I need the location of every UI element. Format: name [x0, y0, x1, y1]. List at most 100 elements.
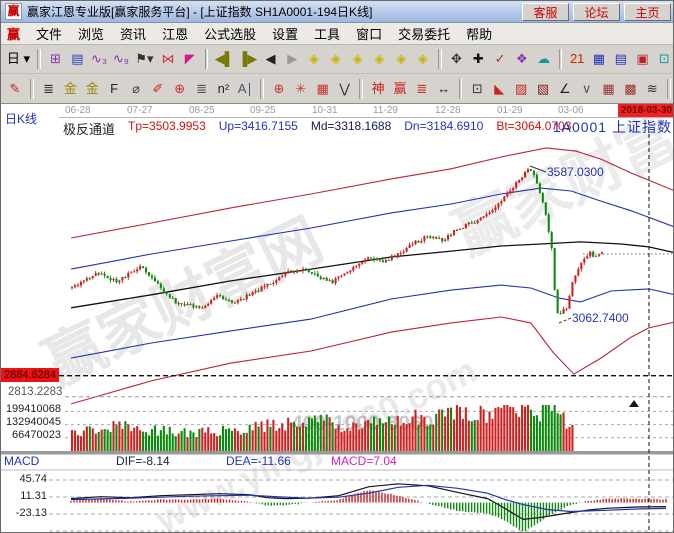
- menu-item-7[interactable]: 工具: [314, 27, 341, 42]
- measure-pencil-icon[interactable]: ✐: [148, 78, 168, 100]
- toolbar-separator: [260, 79, 265, 99]
- date-axis-tick: 07-27: [127, 105, 153, 116]
- v-lines-icon[interactable]: ∨: [577, 78, 597, 100]
- volume-axis-tick: 199410068: [5, 403, 61, 415]
- channel-param-1: Tp=3503.9953: [128, 119, 206, 133]
- save-icon[interactable]: ▣: [633, 48, 653, 70]
- channel-param-3: Md=3318.1688: [310, 119, 392, 133]
- macd-axis-tick: 45.74: [19, 473, 47, 485]
- calendar-icon[interactable]: 21: [567, 48, 587, 70]
- cloud-tool-icon[interactable]: ☁: [534, 48, 554, 70]
- square-grid-icon[interactable]: ▦: [313, 78, 333, 100]
- price-ruler-icon[interactable]: ≣: [192, 78, 212, 100]
- notepad-icon[interactable]: ▤: [611, 48, 631, 70]
- memo-icon[interactable]: ▤: [67, 48, 87, 70]
- menu-item-5[interactable]: 公式选股: [204, 27, 257, 42]
- box-ruler-icon[interactable]: ⊡: [467, 78, 487, 100]
- gann-gold-ratio-icon[interactable]: 金: [82, 78, 102, 100]
- date-axis-tick: 08-25: [189, 105, 215, 116]
- box-rays-icon[interactable]: ▧: [533, 78, 553, 100]
- menu-item-2[interactable]: 浏览: [78, 27, 105, 42]
- text-label-icon[interactable]: A∣: [235, 78, 255, 100]
- toolbar-separator: [36, 49, 41, 69]
- toolbar-drawing: ✎ ≣ 金金 F ⌀ ✐ ⊕ ≣ n² A∣ ⊕ ✳ ▦ ⋁ 神赢 ≣ ↔ ⊡ ◣ ▨ ▧ ∠ ∨ ▦ ▩ ≋: [1, 75, 673, 104]
- first-bar-icon[interactable]: ◀▌: [213, 48, 235, 70]
- menu-item-9[interactable]: 交易委托: [398, 27, 451, 42]
- wave-9-icon[interactable]: ∿₉: [111, 48, 131, 70]
- gann-wheel-icon[interactable]: ⊕: [170, 78, 190, 100]
- cursor-date-badge: 2018-03-30: [618, 104, 673, 117]
- select-tool-icon[interactable]: ✓: [490, 48, 510, 70]
- pattern-window-icon[interactable]: ⊞: [46, 48, 66, 70]
- menu-item-3[interactable]: 资讯: [120, 27, 147, 42]
- width-measure-icon[interactable]: ↔: [434, 78, 454, 100]
- flag-tool-button[interactable]: ⚑▾: [133, 48, 156, 70]
- ying-tool-icon[interactable]: 赢: [390, 78, 410, 100]
- gann-gold-section-icon[interactable]: 金: [61, 78, 81, 100]
- spiral-icon[interactable]: ⌀: [126, 78, 146, 100]
- toolbar-separator: [667, 79, 671, 99]
- forum-button[interactable]: 论坛: [573, 2, 620, 21]
- spider-web-icon[interactable]: ✳: [291, 78, 311, 100]
- toolbar-separator: [458, 79, 463, 99]
- crosshair-icon[interactable]: ✚: [468, 48, 488, 70]
- menu-item-10[interactable]: 帮助: [466, 27, 493, 42]
- monitor-icon[interactable]: ⊡: [654, 48, 673, 70]
- n-square-icon[interactable]: n²: [214, 78, 234, 100]
- gann-band-icon[interactable]: ❖: [512, 48, 532, 70]
- support-level-badge: 2884.6284: [1, 368, 59, 382]
- channel-param-4: Dn=3184.6910: [404, 119, 484, 133]
- angle-lines-icon[interactable]: ∠: [555, 78, 575, 100]
- toolbar-separator: [29, 79, 34, 99]
- last-bar-icon[interactable]: ▐▶: [237, 48, 259, 70]
- period-day-button[interactable]: 日 ▾: [5, 48, 32, 70]
- candlestick-chart-canvas[interactable]: [1, 104, 674, 533]
- toolbar-separator: [204, 49, 209, 69]
- grid-arrow-icon[interactable]: ▩: [620, 78, 640, 100]
- menu-logo-icon: 赢: [7, 27, 21, 42]
- app-logo-icon: 赢: [5, 3, 22, 20]
- shen-tool-icon[interactable]: 神: [368, 78, 388, 100]
- volume-axis-tick: 66470023: [12, 429, 61, 441]
- zigzag-icon[interactable]: ⋁: [335, 78, 355, 100]
- menu-item-4[interactable]: 江恩: [162, 27, 189, 42]
- target-circle-icon[interactable]: ⊕: [269, 78, 289, 100]
- next-bar-icon[interactable]: ▶: [282, 48, 302, 70]
- compress-horizontal-icon[interactable]: ◈: [348, 48, 368, 70]
- fractal-icon[interactable]: ⋈: [158, 48, 178, 70]
- pencil-tool-icon[interactable]: ✎: [5, 78, 25, 100]
- date-axis-tick: 10-31: [312, 105, 338, 116]
- date-axis-tick: 09-25: [250, 105, 276, 116]
- expand-all-icon[interactable]: ◈: [413, 48, 433, 70]
- menu-item-1[interactable]: 文件: [36, 27, 63, 42]
- pan-hand-icon[interactable]: ✥: [447, 48, 467, 70]
- menu-item-8[interactable]: 窗口: [356, 27, 383, 42]
- pane-period-label: 日K线: [5, 112, 38, 126]
- gann-fan-icon[interactable]: ◣: [489, 78, 509, 100]
- chart-area[interactable]: 赢家财富网 www.yingjia360.com 400-1000-8060 赢…: [1, 104, 674, 533]
- calculator-icon[interactable]: ▦: [589, 48, 609, 70]
- ruler-ticks-icon[interactable]: ≣: [39, 78, 59, 100]
- grid-crosses-icon[interactable]: ▦: [599, 78, 619, 100]
- box-fan-icon[interactable]: ▨: [511, 78, 531, 100]
- zoom-left-icon[interactable]: ◈: [304, 48, 324, 70]
- expand-horizontal-icon[interactable]: ◈: [369, 48, 389, 70]
- prev-bar-icon[interactable]: ◀: [261, 48, 281, 70]
- wave-3-icon[interactable]: ∿₃: [89, 48, 109, 70]
- date-axis-tick: 12-28: [435, 105, 461, 116]
- macd-axis-tick: 11.31: [20, 490, 47, 502]
- ruler-123-icon[interactable]: ≣: [412, 78, 432, 100]
- indicator-name: 极反通道: [63, 122, 116, 137]
- fibonacci-icon[interactable]: F: [104, 78, 124, 100]
- homepage-button[interactable]: 主页: [624, 2, 671, 21]
- menu-bar: 赢 文件 浏览 资讯 江恩 公式选股 设置 工具 窗口 交易委托 帮助: [1, 23, 673, 45]
- parallel-lines-icon[interactable]: ≋: [642, 78, 662, 100]
- color-volume-icon[interactable]: ◤: [180, 48, 200, 70]
- compress-vertical-icon[interactable]: ◈: [391, 48, 411, 70]
- menu-item-6[interactable]: 设置: [272, 27, 299, 42]
- customer-service-button[interactable]: 客服: [522, 2, 569, 21]
- indicator-param-row: 极反通道 Tp=3503.9953 Up=3416.7155 Md=3318.168…: [63, 119, 571, 138]
- title-bar: 赢 赢家江恩专业版[赢家服务平台] - [上证指数 SH1A0001-194日K…: [1, 1, 673, 23]
- zoom-right-icon[interactable]: ◈: [326, 48, 346, 70]
